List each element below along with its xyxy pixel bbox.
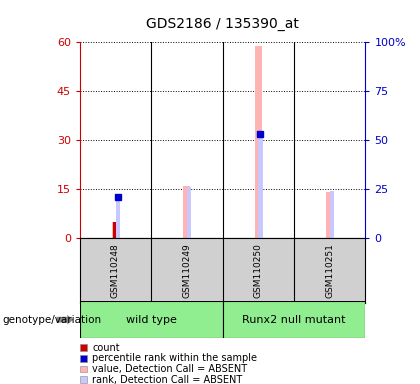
Bar [326, 192, 333, 238]
Text: wild type: wild type [126, 314, 177, 325]
Bar [113, 222, 116, 238]
Bar [223, 301, 365, 338]
Text: GSM110249: GSM110249 [182, 243, 192, 298]
Text: count: count [92, 343, 120, 353]
Text: GSM110251: GSM110251 [325, 243, 334, 298]
Bar [112, 222, 119, 238]
Bar [187, 187, 191, 238]
Bar [80, 301, 223, 338]
Text: percentile rank within the sample: percentile rank within the sample [92, 353, 257, 363]
Bar [255, 46, 262, 238]
Bar [116, 197, 120, 238]
Bar [183, 186, 191, 238]
Text: value, Detection Call = ABSENT: value, Detection Call = ABSENT [92, 364, 247, 374]
Text: rank, Detection Call = ABSENT: rank, Detection Call = ABSENT [92, 375, 243, 384]
Text: GSM110248: GSM110248 [111, 243, 120, 298]
Bar [330, 191, 334, 238]
Text: Runx2 null mutant: Runx2 null mutant [242, 314, 346, 325]
Text: genotype/variation: genotype/variation [2, 314, 101, 325]
Bar [258, 134, 262, 238]
Text: GSM110250: GSM110250 [254, 243, 263, 298]
Text: GDS2186 / 135390_at: GDS2186 / 135390_at [146, 17, 299, 31]
